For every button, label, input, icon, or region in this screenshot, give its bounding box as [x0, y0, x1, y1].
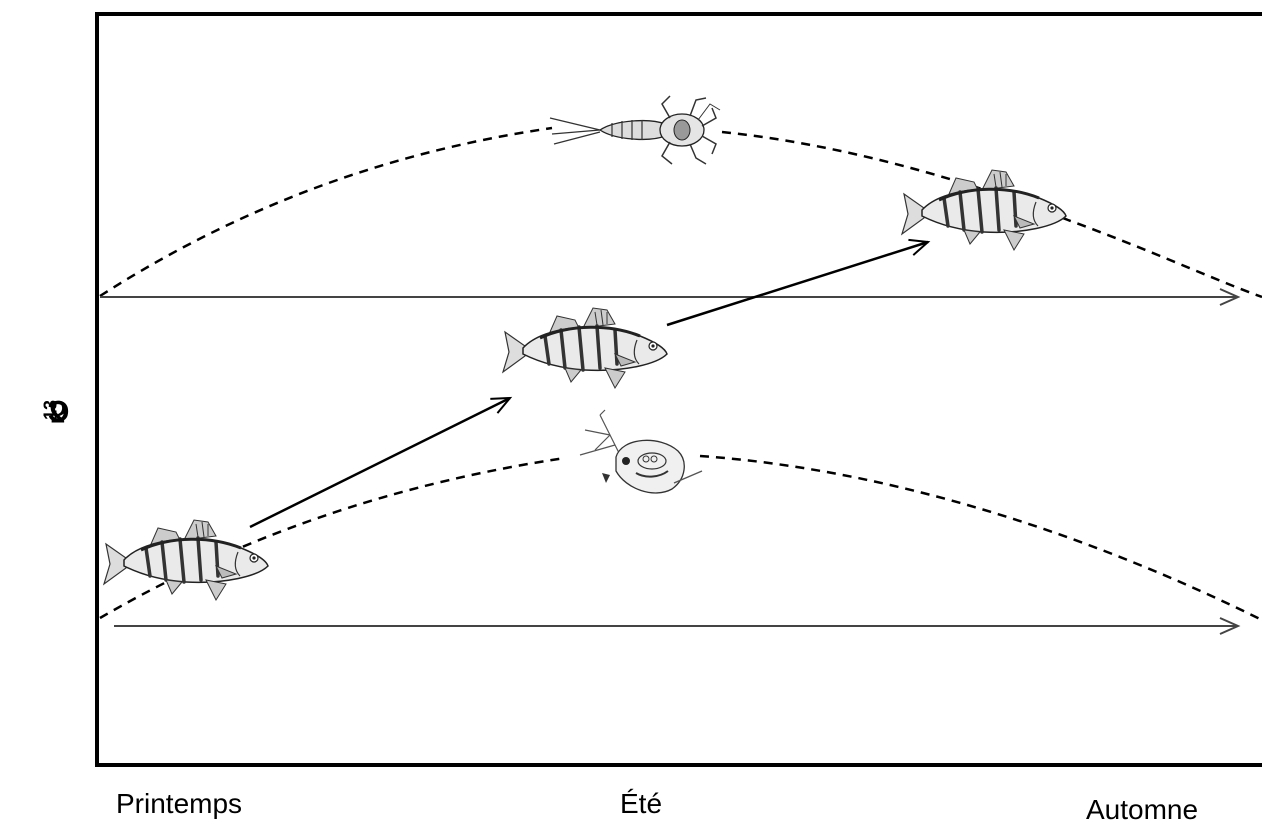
dashed-curve-lower-right	[699, 454, 1262, 622]
perch-fish-icon-autumn	[900, 168, 1068, 252]
season-label-summer: Été	[620, 788, 663, 819]
mayfly-larva-icon	[549, 95, 721, 165]
perch-fish-icon-summer	[501, 306, 669, 390]
shift-arrow-2	[666, 238, 931, 327]
season-label-spring: Printemps	[116, 788, 243, 819]
dashed-curve-lower-left	[99, 456, 566, 620]
perch-fish-icon-spring	[102, 518, 270, 602]
zooplankton-icon	[579, 409, 703, 494]
shift-arrow-1	[249, 396, 513, 529]
season-label-autumn: Automne	[1086, 794, 1199, 825]
plot-frame	[95, 12, 1262, 767]
dashed-curve-upper-left	[99, 126, 553, 298]
